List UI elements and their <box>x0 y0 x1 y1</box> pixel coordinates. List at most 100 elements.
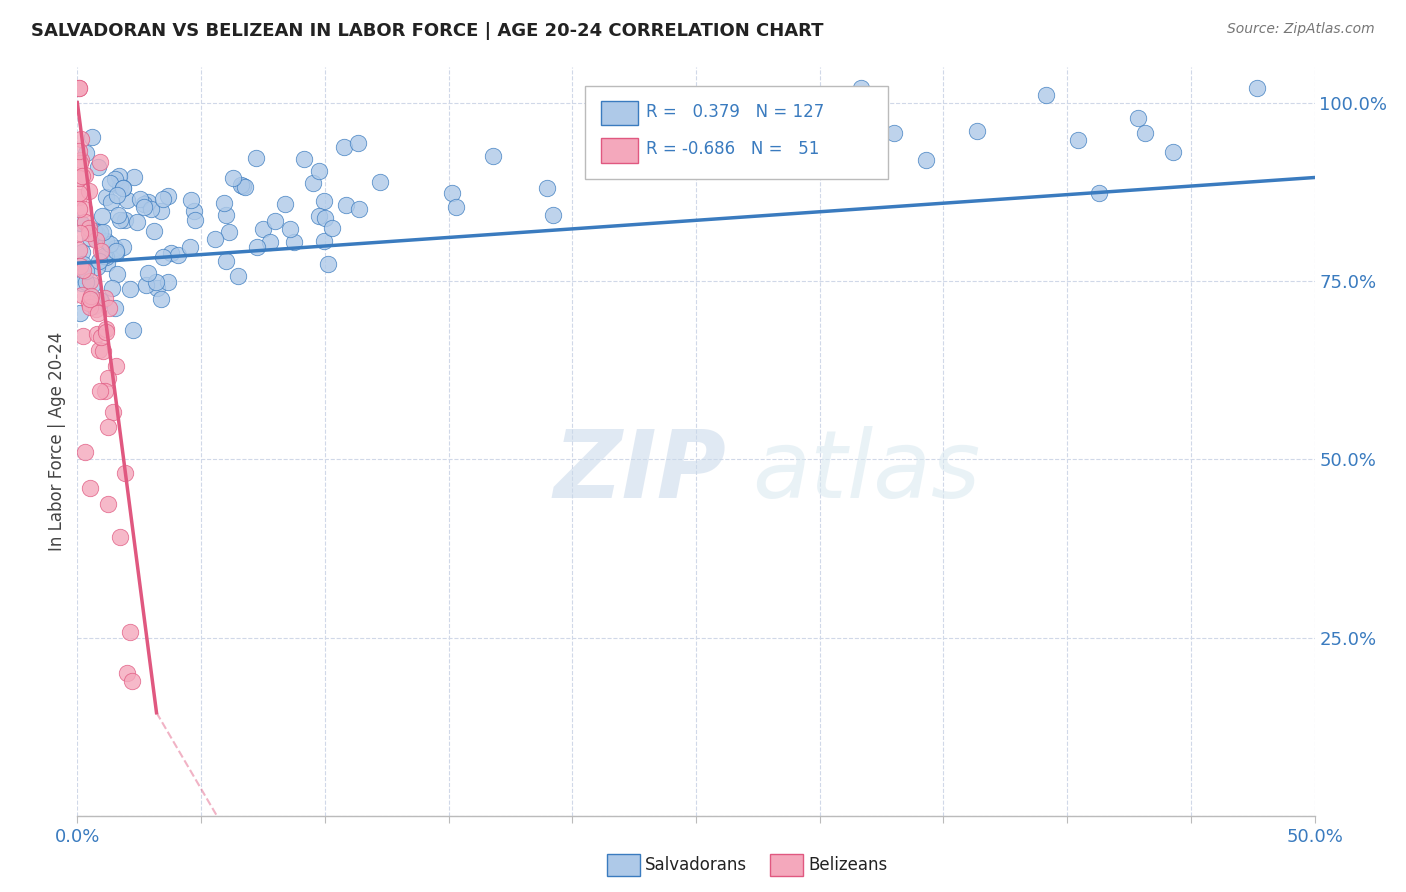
Point <box>93 249 115 263</box>
Point <box>75 275 97 289</box>
Point <box>82 277 104 292</box>
Point <box>278 221 301 235</box>
Point <box>232 179 254 194</box>
Point <box>335 197 357 211</box>
Point <box>108 179 131 194</box>
Point <box>93 384 115 399</box>
Point <box>347 136 370 150</box>
Point <box>259 235 281 249</box>
Point <box>69 227 91 241</box>
Text: Salvadorans: Salvadorans <box>645 856 748 874</box>
Point <box>80 288 103 302</box>
Point <box>120 624 142 639</box>
Point <box>152 192 174 206</box>
Point <box>100 281 122 295</box>
Point <box>89 253 111 268</box>
Point <box>368 175 391 189</box>
Point <box>1161 145 1184 160</box>
Point <box>91 344 114 359</box>
Point <box>93 291 115 305</box>
Point <box>1126 111 1149 125</box>
Point <box>69 259 91 273</box>
Point <box>75 146 97 161</box>
Point <box>67 171 90 186</box>
Text: SALVADORAN VS BELIZEAN IN LABOR FORCE | AGE 20-24 CORRELATION CHART: SALVADORAN VS BELIZEAN IN LABOR FORCE | … <box>31 22 824 40</box>
Point <box>89 155 111 169</box>
Point <box>308 209 330 223</box>
Point <box>73 215 96 229</box>
Point <box>135 278 157 293</box>
Point <box>105 245 128 260</box>
Point <box>84 233 107 247</box>
Point <box>283 235 305 249</box>
Point <box>150 292 173 306</box>
Point <box>730 132 752 146</box>
Point <box>167 248 190 262</box>
Point <box>97 419 120 434</box>
Point <box>229 178 252 193</box>
Point <box>772 139 794 153</box>
Point <box>70 169 93 184</box>
Point <box>89 293 111 307</box>
Point <box>104 244 127 258</box>
Point <box>183 203 205 218</box>
Point <box>221 171 243 186</box>
Point <box>90 294 112 309</box>
Point <box>86 227 108 241</box>
Point <box>67 81 90 95</box>
Point <box>89 225 111 239</box>
Point <box>67 243 90 257</box>
Point <box>184 213 207 227</box>
Point <box>108 169 131 183</box>
Text: Belizeans: Belizeans <box>808 856 887 874</box>
Point <box>149 204 172 219</box>
Point <box>97 301 120 315</box>
Point <box>104 172 127 186</box>
Point <box>112 181 135 195</box>
Point <box>142 224 165 238</box>
Point <box>114 212 136 227</box>
Point <box>136 194 159 209</box>
Point <box>98 176 121 190</box>
Point <box>105 188 128 202</box>
Point <box>302 176 325 190</box>
Text: ZIP: ZIP <box>554 425 727 517</box>
Point <box>112 240 135 254</box>
Point <box>87 161 110 175</box>
Point <box>97 497 120 511</box>
Point <box>146 281 169 295</box>
Point <box>152 251 174 265</box>
Point <box>103 242 125 256</box>
Point <box>73 445 96 459</box>
Point <box>125 215 148 229</box>
Point <box>292 153 315 167</box>
Point <box>79 231 101 245</box>
Point <box>70 132 93 146</box>
Point <box>145 275 167 289</box>
Point <box>1246 81 1268 95</box>
Point <box>312 194 335 208</box>
Text: Source: ZipAtlas.com: Source: ZipAtlas.com <box>1227 22 1375 37</box>
Text: R = -0.686   N =   51: R = -0.686 N = 51 <box>647 140 820 158</box>
Point <box>121 673 143 688</box>
Point <box>108 530 131 544</box>
Point <box>139 202 162 216</box>
Point <box>122 170 145 185</box>
Point <box>89 343 111 357</box>
Point <box>70 287 93 301</box>
Point <box>118 282 141 296</box>
Point <box>75 264 97 278</box>
Point <box>332 140 354 154</box>
Point <box>77 221 100 235</box>
Point <box>69 216 91 230</box>
Point <box>264 214 287 228</box>
Point <box>481 149 503 163</box>
Point <box>246 240 269 254</box>
Text: R =   0.379   N = 127: R = 0.379 N = 127 <box>647 103 825 120</box>
Point <box>101 404 124 418</box>
Point <box>79 292 101 306</box>
Point <box>90 329 112 343</box>
Point <box>132 200 155 214</box>
Point <box>94 250 117 264</box>
Point <box>94 190 117 204</box>
